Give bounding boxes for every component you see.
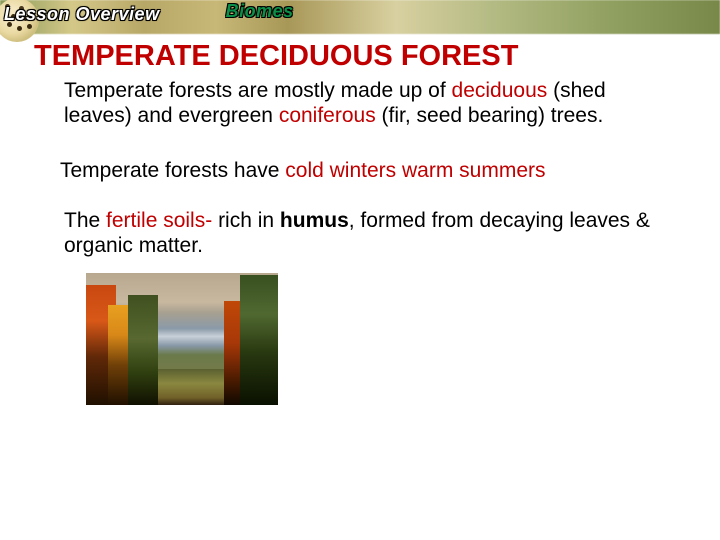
header-bar: Lesson Overview Biomes xyxy=(0,0,720,34)
term-fertile-soils: fertile soils- xyxy=(106,209,212,232)
text: rich in xyxy=(212,209,280,232)
text: (fir, seed bearing) trees. xyxy=(376,104,604,127)
paragraph-climate: Temperate forests have cold winters warm… xyxy=(60,159,660,184)
text: The xyxy=(64,209,106,232)
tree-green-mid xyxy=(128,295,158,405)
forest-illustration xyxy=(86,273,278,405)
tree-green-right xyxy=(240,275,278,405)
biomes-label: Biomes xyxy=(226,1,294,22)
paragraph-soil: The fertile soils- rich in humus, formed… xyxy=(64,209,660,259)
paragraph-composition: Temperate forests are mostly made up of … xyxy=(64,79,660,129)
term-deciduous: deciduous xyxy=(452,79,548,102)
term-coniferous: coniferous xyxy=(279,104,376,127)
term-cold-winters: cold winters xyxy=(285,159,396,182)
term-humus: humus xyxy=(280,209,349,232)
slide-title: TEMPERATE DECIDUOUS FOREST xyxy=(34,40,720,73)
lesson-overview-label: Lesson Overview xyxy=(4,4,160,25)
text: Temperate forests have xyxy=(60,159,285,182)
text: Temperate forests are mostly made up of xyxy=(64,79,452,102)
forest-image xyxy=(86,273,278,405)
term-warm-summers: warm summers xyxy=(402,159,546,182)
